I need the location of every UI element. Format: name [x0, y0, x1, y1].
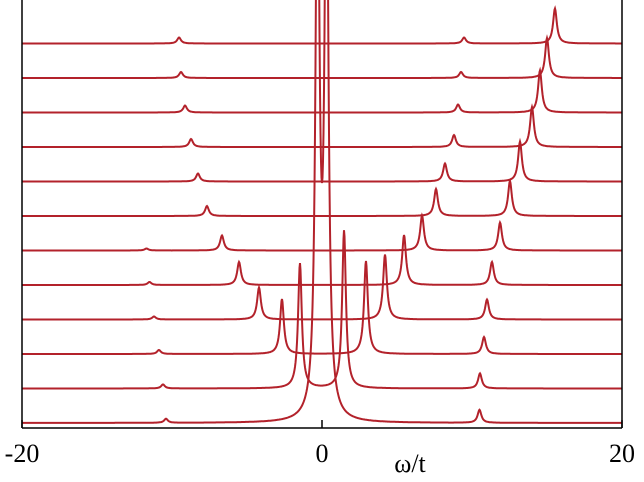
spectrum-curve [22, 254, 622, 321]
spectrum-curve [22, 137, 622, 183]
curves [22, 0, 622, 424]
x-tick-label: 0 [316, 439, 329, 468]
spectrum-curve [22, 260, 622, 355]
spectrum-curve [22, 230, 622, 390]
x-tick-label: -20 [5, 439, 40, 468]
x-tick-label: 20 [609, 439, 635, 468]
spectrum-curve [22, 234, 622, 286]
spectrum-curve [22, 103, 622, 148]
spectrum-curve [22, 177, 622, 217]
spectrum-curve [22, 66, 622, 114]
spectrum-curve [22, 0, 622, 424]
spectrum-curve [22, 212, 622, 252]
spectrum-curve [22, 5, 622, 45]
spectrum-curve [22, 34, 622, 79]
x-axis-label: ω/t [394, 449, 426, 478]
